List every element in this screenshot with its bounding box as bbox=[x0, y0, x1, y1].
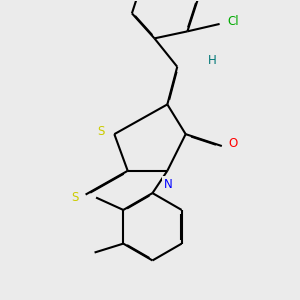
Text: S: S bbox=[71, 190, 78, 204]
Text: N: N bbox=[164, 178, 173, 191]
Text: Cl: Cl bbox=[228, 15, 239, 28]
Text: H: H bbox=[208, 54, 216, 67]
Text: O: O bbox=[228, 137, 237, 150]
Text: S: S bbox=[97, 125, 104, 138]
